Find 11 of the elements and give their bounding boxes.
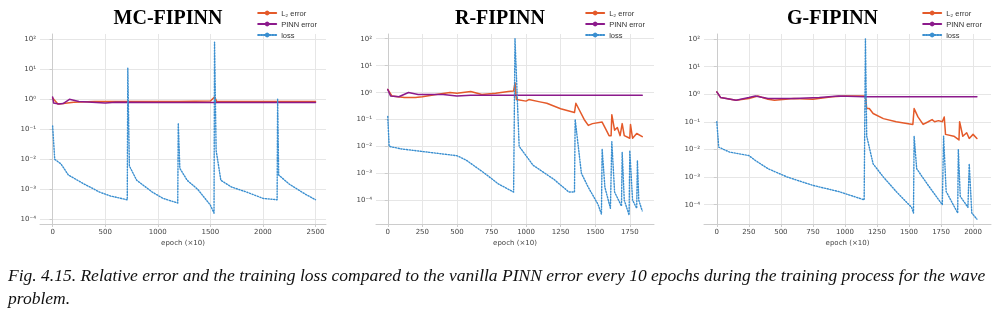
- chart-title: MC-FIPINN: [113, 6, 223, 28]
- line-series: [51, 41, 317, 214]
- chart-title: R-FIPINN: [455, 6, 546, 28]
- line-series: [387, 82, 643, 139]
- caption: Fig. 4.15. Relative error and the training loss compared to the vanilla PINN error every 10 epochs during the training process for the wave problem.: [8, 264, 987, 310]
- line-series: [387, 38, 643, 216]
- line-series: [716, 38, 978, 220]
- line-series: [387, 88, 643, 98]
- line-series: [51, 96, 317, 105]
- line-series: [716, 91, 978, 102]
- chart-title: G-FIPINN: [786, 6, 879, 28]
